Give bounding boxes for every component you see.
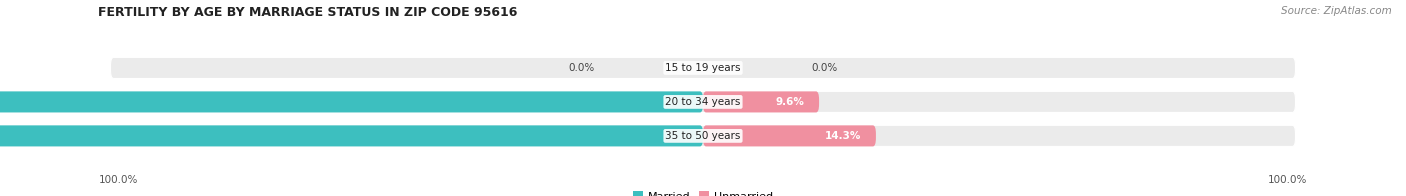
Text: 100.0%: 100.0%	[1268, 175, 1308, 185]
FancyBboxPatch shape	[703, 91, 820, 113]
FancyBboxPatch shape	[0, 91, 703, 113]
Text: 14.3%: 14.3%	[825, 131, 862, 141]
Text: 0.0%: 0.0%	[568, 63, 595, 73]
Text: 20 to 34 years: 20 to 34 years	[665, 97, 741, 107]
FancyBboxPatch shape	[111, 91, 1295, 113]
Legend: Married, Unmarried: Married, Unmarried	[628, 187, 778, 196]
FancyBboxPatch shape	[703, 125, 876, 146]
Text: 35 to 50 years: 35 to 50 years	[665, 131, 741, 141]
Text: 100.0%: 100.0%	[98, 175, 138, 185]
FancyBboxPatch shape	[111, 57, 1295, 78]
Text: 0.0%: 0.0%	[811, 63, 838, 73]
FancyBboxPatch shape	[0, 125, 703, 146]
Text: Source: ZipAtlas.com: Source: ZipAtlas.com	[1281, 6, 1392, 16]
FancyBboxPatch shape	[111, 125, 1295, 146]
Text: FERTILITY BY AGE BY MARRIAGE STATUS IN ZIP CODE 95616: FERTILITY BY AGE BY MARRIAGE STATUS IN Z…	[98, 6, 517, 19]
Text: 15 to 19 years: 15 to 19 years	[665, 63, 741, 73]
Text: 9.6%: 9.6%	[776, 97, 804, 107]
